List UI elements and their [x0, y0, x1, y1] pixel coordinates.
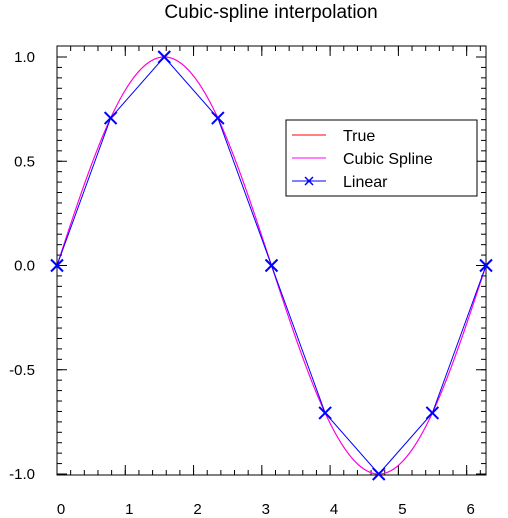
x-marker-stroke — [372, 467, 386, 481]
linear-data-point — [103, 111, 118, 125]
legend: True Cubic Spline Linear — [285, 119, 478, 197]
x-tick-label: 3 — [262, 501, 270, 518]
linear-data-point — [479, 258, 493, 273]
y-tick-label: 0.0 — [14, 258, 35, 275]
x-marker-stroke — [50, 258, 64, 273]
y-tick-label: 0.5 — [14, 153, 35, 170]
y-tick-label: -1.0 — [9, 466, 35, 483]
x-tick-label: 0 — [57, 501, 65, 518]
legend-label: Linear — [343, 174, 388, 191]
legend-item: Linear — [292, 174, 388, 191]
x-tick-label: 5 — [398, 501, 406, 518]
linear-data-point — [50, 258, 64, 273]
legend-item: True — [292, 128, 375, 145]
y-tick-label: -0.5 — [9, 362, 35, 379]
x-axis-tick-labels: 0 1 2 3 4 5 6 — [57, 501, 475, 518]
x-marker-stroke — [103, 111, 118, 125]
linear-data-point — [318, 406, 332, 420]
chart-title: Cubic-spline interpolation — [164, 2, 377, 23]
x-marker-stroke — [479, 258, 493, 273]
plot-frame — [56, 45, 487, 476]
x-marker-stroke — [157, 50, 171, 64]
linear-data-point — [372, 467, 386, 481]
x-tick-label: 6 — [466, 501, 474, 518]
linear-data-point — [264, 258, 279, 273]
linear-data-point — [425, 406, 440, 420]
y-axis-tick-labels: 1.0 0.5 0.0 -0.5 -1.0 — [9, 49, 35, 483]
linear-data-point — [211, 111, 225, 125]
x-tick-label: 1 — [125, 501, 133, 518]
legend-label: True — [343, 128, 375, 145]
linear-data-point — [157, 50, 171, 64]
y-tick-label: 1.0 — [14, 49, 35, 66]
x-tick-label: 4 — [330, 501, 338, 518]
x-tick-label: 2 — [193, 501, 201, 518]
minor-ticks — [56, 46, 486, 475]
x-marker-stroke — [318, 406, 332, 420]
x-marker-stroke — [211, 111, 225, 125]
legend-label: Cubic Spline — [343, 151, 433, 168]
major-ticks — [56, 46, 486, 475]
x-marker-stroke — [425, 406, 440, 420]
legend-marker — [304, 176, 314, 186]
legend-item: Cubic Spline — [292, 151, 433, 168]
x-marker-stroke — [264, 258, 279, 273]
series-layer — [50, 50, 493, 481]
